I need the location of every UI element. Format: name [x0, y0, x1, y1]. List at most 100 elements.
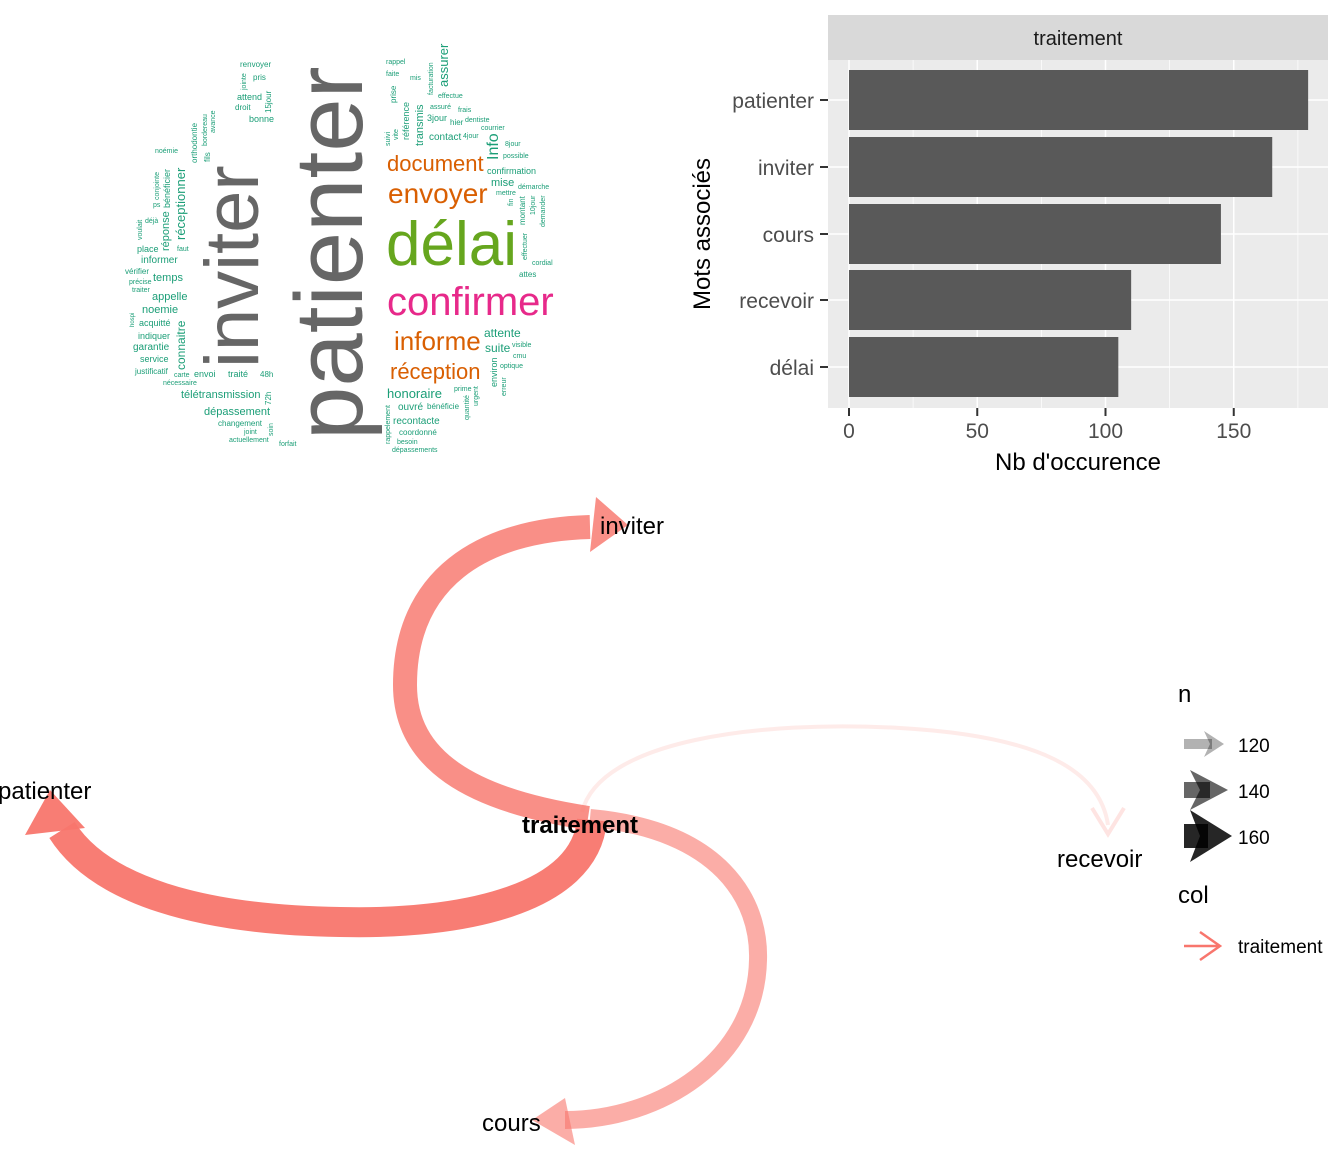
- word-cloud-word: cmu: [513, 353, 526, 360]
- word-cloud-word: 15jour: [264, 90, 273, 113]
- word-cloud-word-group: coordonné: [399, 428, 437, 437]
- network-graph: traitement inviter patienter cours recev…: [0, 497, 1323, 1145]
- legend-key-160: [1184, 810, 1232, 862]
- word-cloud-word: vérifier: [125, 267, 149, 276]
- word-cloud-word-group: vite: [393, 129, 400, 140]
- word-cloud-word: jointe: [241, 73, 248, 91]
- word-cloud-word: bénéficie: [427, 402, 460, 411]
- word-cloud-word: facturation: [428, 62, 435, 95]
- word-cloud-word: contact: [429, 132, 461, 143]
- word-cloud-word-group: patienter: [276, 66, 383, 440]
- word-cloud-word-group: Info: [485, 133, 502, 160]
- word-cloud-word-group: faut: [177, 246, 189, 253]
- word-cloud-word-group: 4jour: [463, 133, 479, 140]
- x-tick-label: 100: [1088, 420, 1123, 443]
- word-cloud-word: bénéficier: [162, 169, 172, 208]
- word-cloud-word-group: référence: [401, 102, 411, 140]
- bar-cours: [849, 204, 1221, 264]
- word-cloud-word: mis: [410, 75, 421, 82]
- word-cloud-word-group: garantie: [133, 342, 170, 353]
- word-cloud-word-group: connaitre: [174, 320, 188, 370]
- word-cloud-word: urgent: [473, 386, 480, 406]
- word-cloud-word: suite: [485, 341, 511, 355]
- word-cloud-word: noemie: [142, 304, 178, 316]
- word-cloud-word: pris: [253, 73, 266, 82]
- word-cloud-word-group: honoraire: [387, 386, 442, 401]
- word-cloud-word-group: informe: [394, 326, 481, 356]
- word-cloud-word: attente: [484, 326, 521, 340]
- word-cloud-word: honoraire: [387, 386, 442, 401]
- word-cloud-word: vite: [393, 129, 400, 140]
- word-cloud-word-group: facturation: [428, 62, 435, 95]
- word-cloud-word: mettre: [496, 190, 516, 197]
- word-cloud-word-group: 10jour: [530, 195, 537, 215]
- word-cloud-word: cordial: [532, 260, 553, 267]
- word-cloud-word: optique: [500, 363, 523, 370]
- word-cloud-word-group: 72h: [264, 392, 273, 405]
- word-cloud-word-group: besoin: [397, 439, 418, 446]
- word-cloud-word: quantité: [464, 395, 471, 420]
- word-cloud-word-group: bordereau: [202, 114, 209, 146]
- word-cloud-word: attend: [237, 92, 262, 102]
- word-cloud-word-group: optique: [500, 363, 523, 370]
- word-cloud-word: noémie: [155, 148, 178, 155]
- word-cloud-word-group: assuré: [430, 104, 451, 111]
- word-cloud-word-group: demander: [540, 195, 547, 227]
- legend: n 120 140 160 col traitement: [1178, 681, 1323, 962]
- word-cloud-word-group: attend: [237, 92, 262, 102]
- word-cloud-word: dentiste: [465, 117, 490, 124]
- word-cloud-word-group: document: [387, 151, 484, 176]
- x-axis-title: Nb d'occurence: [995, 449, 1161, 476]
- word-cloud-word-group: rappelement: [385, 405, 392, 444]
- word-cloud-word: joint: [243, 429, 257, 436]
- word-cloud-word-group: bénéficier: [162, 169, 172, 208]
- word-cloud-word: visible: [512, 342, 532, 349]
- word-cloud-word-group: suite: [485, 341, 511, 355]
- word-cloud-word-group: quantité: [464, 395, 471, 420]
- word-cloud-word: patienter: [276, 66, 383, 440]
- word-cloud-word-group: recontacte: [393, 416, 440, 427]
- word-cloud-word-group: appelle: [152, 291, 187, 303]
- word-cloud-word-group: noémie: [155, 148, 178, 155]
- word-cloud-word: attes: [519, 270, 536, 279]
- word-cloud-word: assuré: [430, 104, 451, 111]
- word-cloud-word: actuellement: [229, 437, 269, 444]
- y-axis-title: Mots associés: [689, 158, 716, 310]
- word-cloud-word-group: cmu: [513, 353, 526, 360]
- word-cloud-word: réponse: [160, 211, 172, 251]
- word-cloud-word-group: changement: [218, 419, 263, 428]
- word-cloud-word-group: carte: [174, 372, 190, 379]
- word-cloud-word-group: réceptionner: [173, 167, 188, 240]
- word-cloud-word: indiquer: [138, 331, 170, 341]
- x-tick-label: 0: [843, 420, 855, 443]
- word-cloud-word-group: ouvré: [398, 402, 423, 413]
- y-tick-label: inviter: [758, 157, 814, 180]
- bar-délai: [849, 337, 1119, 397]
- word-cloud-word: justificatif: [134, 367, 169, 376]
- word-cloud-word: démarche: [518, 184, 549, 191]
- word-cloud-word-group: mis: [410, 75, 421, 82]
- word-cloud-word: faite: [386, 71, 399, 78]
- word-cloud-word-group: 8jour: [505, 141, 521, 148]
- word-cloud-word: place: [137, 244, 159, 254]
- facet-label: traitement: [1034, 28, 1123, 50]
- word-cloud-word: demander: [540, 195, 547, 227]
- word-cloud-word: erreur: [501, 377, 508, 396]
- word-cloud-word: coordonné: [399, 428, 437, 437]
- legend-key-140: [1184, 770, 1228, 810]
- word-cloud-word-group: dépassement: [204, 406, 270, 418]
- word-cloud-word: délai: [386, 210, 517, 279]
- word-cloud-word-group: informer: [141, 255, 178, 266]
- word-cloud-word: faut: [177, 246, 189, 253]
- node-patienter: patienter: [0, 778, 91, 805]
- word-cloud-word-group: télétransmission: [181, 389, 260, 401]
- word-cloud-word: forfait: [279, 441, 297, 448]
- word-cloud-word: 4jour: [463, 133, 479, 140]
- word-cloud-word-group: urgent: [473, 386, 480, 406]
- word-cloud-word: informer: [141, 255, 178, 266]
- word-cloud-word: connaitre: [174, 320, 188, 370]
- word-cloud-word: fin: [508, 199, 515, 207]
- word-cloud-word-group: 3jour: [427, 113, 447, 123]
- word-cloud-word: service: [140, 354, 169, 364]
